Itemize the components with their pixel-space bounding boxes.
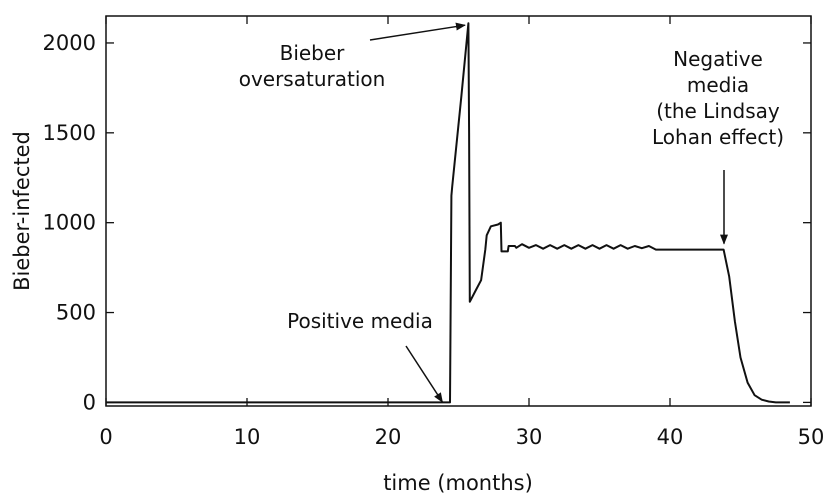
annotation-text: Bieber [280, 41, 346, 65]
x-axis-title: time (months) [383, 471, 533, 495]
annotation-arrow [405, 345, 444, 403]
x-tick-label: 20 [375, 425, 402, 449]
y-tick-label: 0 [83, 390, 96, 414]
x-tick-label: 10 [234, 425, 261, 449]
annotation-arrow [369, 22, 466, 41]
x-tick-label: 0 [99, 425, 112, 449]
series-line [106, 22, 790, 404]
x-tick-label: 30 [516, 425, 543, 449]
annotation-text: media [687, 73, 749, 97]
annotation-text: Lohan effect) [652, 125, 784, 149]
x-tick-label: 50 [798, 425, 825, 449]
annotation-text: (the Lindsay [656, 99, 780, 123]
y-tick-label: 1500 [43, 121, 96, 145]
y-tick-label: 500 [56, 301, 96, 325]
y-tick-label: 1000 [43, 211, 96, 235]
x-tick-label: 40 [657, 425, 684, 449]
annotation-text: oversaturation [239, 67, 386, 91]
annotation-text: Positive media [287, 309, 433, 333]
annotation: Positive media [287, 309, 444, 403]
plot-frame [105, 15, 812, 407]
y-axis-title: Bieber-infected [10, 131, 34, 291]
y-tick-label: 2000 [43, 31, 96, 55]
annotation-text: Negative [673, 47, 763, 71]
